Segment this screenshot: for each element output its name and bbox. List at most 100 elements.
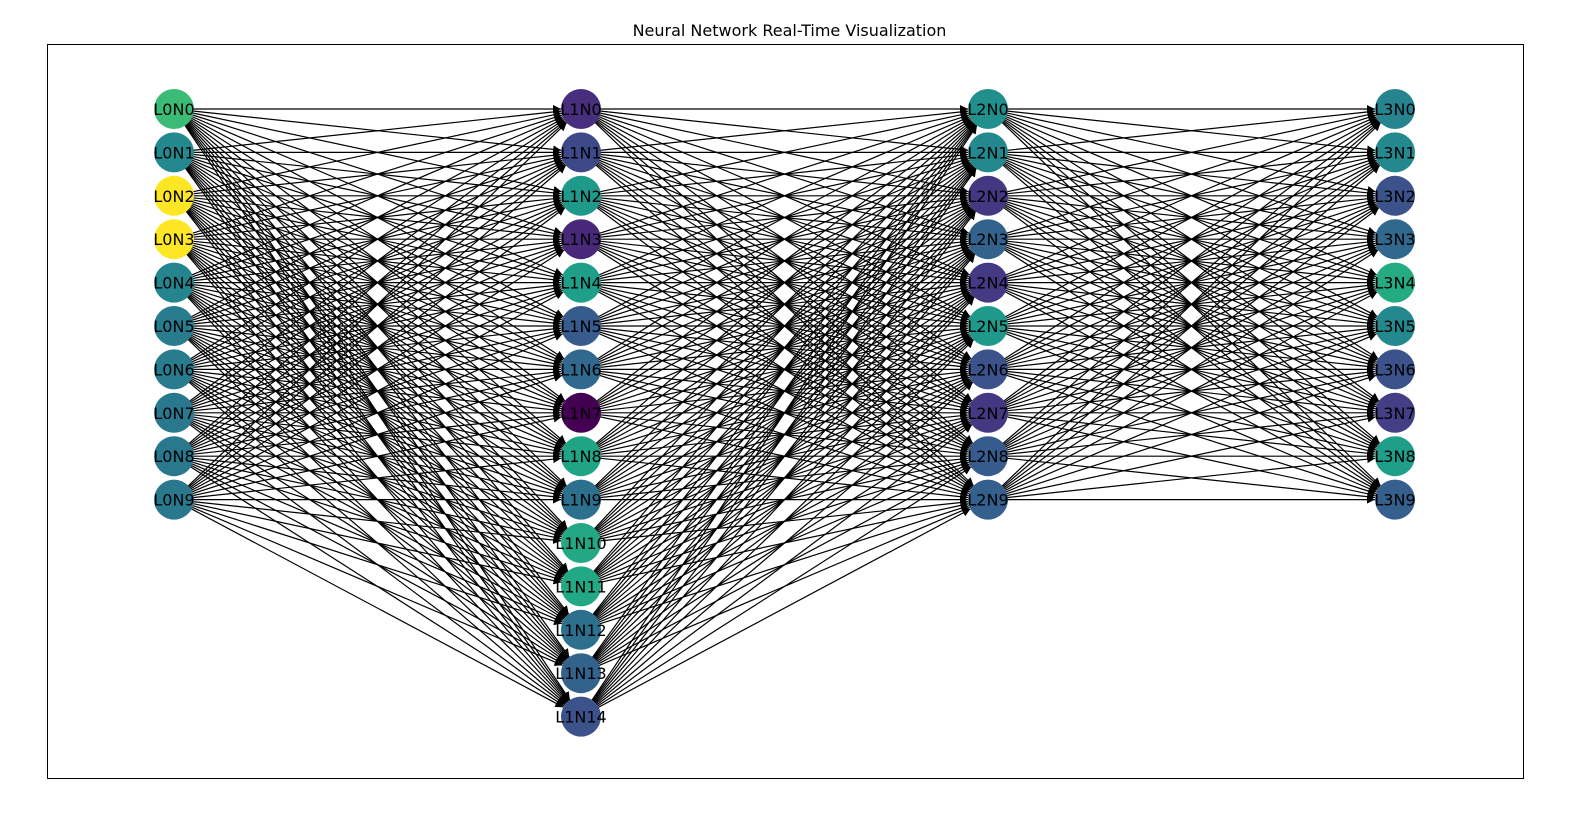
node-label: L3N9 — [1374, 491, 1415, 510]
edge-L2N9-L3N6 — [987, 374, 1377, 501]
edge-L1N2-L2N0 — [580, 110, 969, 197]
edge-L1N10-L2N8 — [580, 458, 969, 544]
node-label: L1N8 — [560, 447, 601, 466]
edge-L1N11-L2N0 — [580, 123, 976, 587]
node-circle — [154, 132, 194, 173]
edge-L2N9-L3N1 — [987, 164, 1381, 501]
node-label: L0N5 — [153, 317, 194, 336]
edge-L2N6-L3N8 — [987, 368, 1376, 455]
edge-L1N0-L2N2 — [580, 108, 969, 194]
edge-L2N2-L3N6 — [987, 195, 1377, 363]
edge-L0N0-L1N4 — [173, 108, 563, 276]
node-label: L2N6 — [967, 360, 1008, 379]
node-L2N5: L2N5 — [967, 306, 1009, 346]
node-L0N7: L0N7 — [153, 392, 195, 433]
edge-L1N9-L2N8 — [580, 455, 969, 501]
edge-L1N12-L2N1 — [580, 167, 976, 631]
node-circle — [561, 566, 601, 607]
edge-L0N0-L1N10 — [173, 108, 568, 529]
edge-L0N9-L1N11 — [173, 499, 562, 585]
edge-L0N1-L1N4 — [173, 151, 563, 278]
edge-L0N7-L1N3 — [173, 246, 563, 414]
edge-L2N3-L3N7 — [987, 238, 1377, 406]
edge-L0N0-L1N13 — [173, 108, 570, 658]
edge-L0N7-L1N8 — [173, 412, 562, 458]
node-label: L2N2 — [967, 187, 1008, 206]
node-L1N8: L1N8 — [560, 436, 602, 477]
edge-L0N4-L1N8 — [173, 282, 563, 449]
edge-L1N5-L2N1 — [580, 159, 970, 327]
edge-L0N5-L1N1 — [173, 159, 563, 327]
edge-L0N9-L1N14 — [173, 499, 564, 708]
node-label: L0N8 — [153, 447, 194, 466]
edge-L0N8-L1N9 — [173, 455, 562, 501]
edge-L1N14-L2N1 — [580, 168, 977, 717]
edge-L1N6-L2N2 — [580, 203, 970, 370]
edge-L2N8-L3N9 — [987, 455, 1376, 501]
node-L1N13: L1N13 — [555, 653, 607, 694]
node-circle — [561, 306, 601, 346]
edge-L0N6-L1N14 — [173, 368, 567, 705]
edge-L0N4-L1N0 — [173, 116, 563, 284]
edge-L1N11-L2N4 — [580, 294, 973, 587]
edge-L0N9-L1N13 — [173, 499, 563, 666]
node-circle — [1375, 262, 1415, 303]
edge-L0N5-L1N7 — [173, 325, 562, 411]
node-circle — [1375, 219, 1415, 260]
node-label: L0N3 — [153, 230, 194, 249]
edge-L1N3-L2N6 — [580, 238, 970, 365]
edge-L1N2-L2N5 — [580, 195, 970, 322]
edge-L0N8-L1N0 — [173, 121, 567, 457]
edge-L1N2-L2N4 — [580, 195, 969, 281]
node-label: L2N7 — [967, 404, 1008, 423]
edge-L2N3-L3N5 — [987, 238, 1376, 325]
edge-L1N13-L2N6 — [580, 380, 973, 674]
edge-L0N8-L1N1 — [173, 163, 566, 457]
edge-L0N3-L1N0 — [173, 113, 563, 240]
node-L2N6: L2N6 — [967, 349, 1009, 390]
edge-L1N6-L2N7 — [580, 368, 969, 414]
edge-L0N9-L1N8 — [173, 455, 562, 501]
edge-L2N8-L3N6 — [987, 371, 1376, 457]
node-label: L3N4 — [1374, 274, 1415, 293]
edge-L1N2-L2N6 — [580, 195, 970, 363]
node-circle — [561, 175, 601, 216]
edge-L1N4-L2N0 — [580, 116, 970, 284]
edge-L1N8-L2N0 — [580, 121, 974, 457]
node-L3N9: L3N9 — [1374, 479, 1416, 520]
node-label: L1N10 — [555, 534, 606, 553]
edge-L0N3-L1N13 — [173, 238, 568, 660]
edge-L2N9-L3N8 — [987, 455, 1376, 501]
node-label: L0N4 — [153, 274, 194, 293]
edge-L2N7-L3N6 — [987, 368, 1376, 414]
node-L0N2: L0N2 — [153, 175, 195, 216]
edge-L0N0-L1N9 — [173, 108, 567, 487]
node-L1N12: L1N12 — [555, 609, 607, 650]
node-circle — [968, 89, 1008, 129]
edge-L1N6-L2N9 — [580, 368, 970, 495]
edge-L1N4-L2N9 — [580, 282, 971, 491]
edge-L1N11-L2N7 — [580, 420, 970, 587]
node-L3N2: L3N2 — [1374, 175, 1416, 216]
edge-L1N0-L2N1 — [580, 108, 969, 154]
node-label: L2N5 — [967, 317, 1008, 336]
edge-L2N0-L3N5 — [987, 108, 1378, 318]
edge-L2N7-L3N4 — [987, 287, 1377, 414]
edge-L1N6-L2N1 — [580, 161, 971, 370]
edge-L1N12-L2N5 — [580, 337, 973, 631]
edge-L0N6-L1N7 — [173, 368, 562, 414]
edge-L0N6-L1N11 — [173, 368, 564, 578]
edge-L1N3-L2N0 — [580, 113, 970, 240]
edge-L1N5-L2N0 — [580, 117, 971, 327]
edge-L0N4-L1N13 — [173, 282, 567, 660]
edge-L1N14-L2N4 — [580, 296, 975, 718]
edge-L1N12-L2N0 — [580, 124, 977, 631]
edge-L1N11-L2N6 — [580, 378, 971, 587]
edge-L0N9-L1N2 — [173, 207, 566, 501]
edge-L1N3-L2N1 — [580, 154, 969, 240]
edge-L2N4-L3N8 — [987, 282, 1377, 449]
edge-L0N4-L1N5 — [173, 282, 562, 328]
node-circle — [1375, 479, 1415, 520]
node-L0N9: L0N9 — [153, 479, 195, 520]
edge-L2N2-L3N3 — [987, 195, 1376, 241]
